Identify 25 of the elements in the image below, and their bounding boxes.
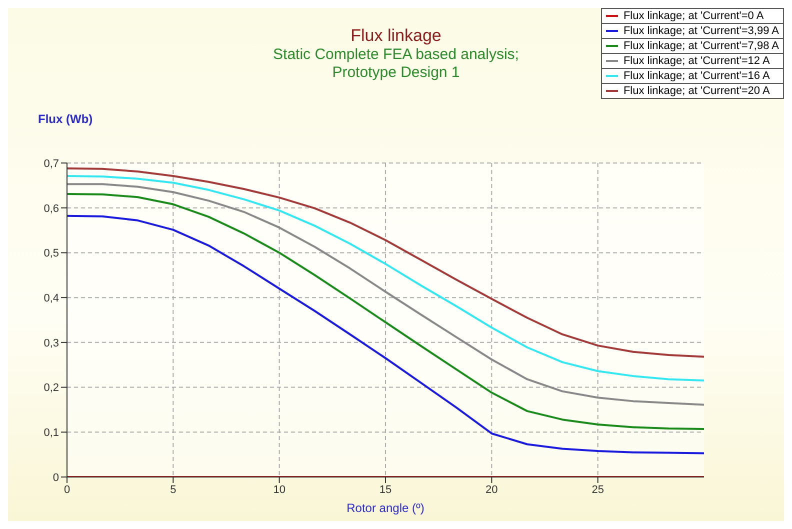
x-tick-label: 15 (379, 484, 392, 496)
y-tick-label: 0,7 (44, 158, 59, 170)
legend-label: Flux linkage; at 'Current'=12 A (623, 55, 770, 67)
x-tick-label: 10 (273, 484, 286, 496)
legend-label: Flux linkage; at 'Current'=20 A (623, 85, 770, 97)
legend-label: Flux linkage; at 'Current'=3,99 A (623, 25, 779, 37)
legend-label: Flux linkage; at 'Current'=7,98 A (623, 40, 779, 52)
y-tick-label: 0,1 (44, 427, 59, 440)
chart-subtitle: Static Complete FEA based analysis; Prototype Design 1 (273, 46, 519, 81)
y-tick-label: 0 (52, 472, 59, 484)
x-tick-label: 0 (64, 484, 70, 496)
y-tick-label: 0,4 (44, 292, 59, 304)
y-tick-label: 0,2 (44, 382, 59, 394)
x-tick-label: 25 (592, 484, 604, 496)
legend-label: Flux linkage; at 'Current'=16 A (623, 70, 770, 82)
y-tick-label: 0,5 (44, 248, 59, 260)
y-tick-label: 0,3 (44, 337, 59, 350)
x-tick-label: 5 (170, 484, 176, 496)
y-tick-label: 0,6 (44, 202, 59, 215)
line-series (67, 214, 704, 454)
y-axis-title: Flux (Wb) (38, 112, 93, 126)
x-axis-title: Rotor angle (º) (346, 501, 426, 515)
legend-label: Flux linkage; at 'Current'=0 A (623, 10, 764, 22)
x-tick-label: 20 (486, 484, 498, 496)
chart-title: Flux linkage (350, 26, 442, 45)
